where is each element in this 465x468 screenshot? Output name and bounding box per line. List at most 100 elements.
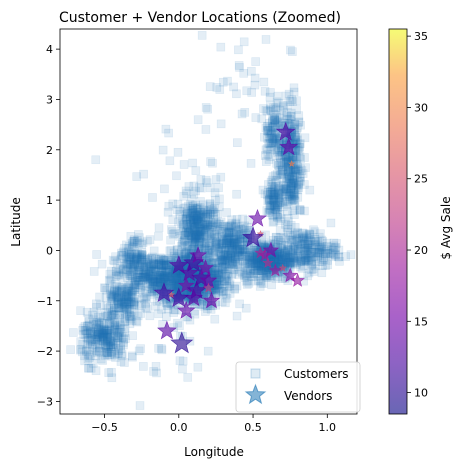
customer-point: [176, 271, 185, 280]
customer-point: [161, 255, 170, 265]
customer-point: [128, 331, 137, 341]
customer-point: [232, 311, 242, 321]
customer-point: [283, 247, 292, 256]
customer-point: [230, 254, 240, 264]
customer-point: [263, 122, 272, 131]
customer-point: [299, 229, 309, 238]
customer-point: [279, 185, 289, 194]
customer-point: [268, 195, 278, 205]
customer-point: [209, 252, 218, 262]
customer-point: [283, 152, 293, 162]
customer-point: [280, 248, 289, 258]
customer-point: [148, 271, 157, 281]
customer-point: [139, 293, 148, 303]
customer-point: [191, 215, 201, 224]
customer-point: [277, 252, 287, 261]
customer-point: [222, 231, 231, 240]
customer-point: [194, 222, 204, 231]
customer-point: [188, 208, 198, 217]
customer-point: [290, 210, 299, 220]
customer-point: [182, 213, 191, 223]
customer-point: [285, 192, 294, 201]
customer-point: [286, 178, 295, 188]
customer-point: [188, 205, 198, 215]
customer-point: [146, 267, 155, 277]
customer-point: [167, 278, 177, 288]
customer-point: [193, 229, 203, 239]
customer-point: [268, 134, 278, 143]
customer-point: [203, 104, 212, 114]
customer-point: [299, 234, 309, 244]
customer-point: [304, 235, 313, 245]
customer-point: [172, 205, 182, 215]
customer-point: [282, 257, 291, 266]
customer-point: [264, 180, 273, 189]
customer-point: [260, 86, 270, 96]
customer-point: [240, 229, 250, 238]
customer-point: [203, 246, 212, 255]
customer-point: [203, 220, 212, 229]
customer-point: [215, 194, 224, 204]
customer-point: [96, 332, 106, 342]
customer-point: [281, 256, 291, 266]
customer-point: [225, 231, 234, 241]
customer-point: [149, 262, 158, 272]
customer-point: [269, 103, 278, 112]
customer-point: [275, 105, 285, 115]
customer-point: [230, 238, 240, 248]
customer-point: [328, 245, 338, 255]
customer-point: [264, 196, 274, 205]
customer-point: [142, 294, 152, 304]
customer-point: [149, 246, 159, 256]
customer-point: [194, 234, 203, 244]
customer-point: [235, 63, 244, 72]
customer-point: [203, 209, 212, 219]
customer-point: [283, 214, 293, 223]
customer-point: [306, 236, 315, 246]
customer-point: [227, 254, 236, 263]
customer-point: [95, 347, 104, 356]
customer-point: [224, 233, 233, 242]
customer-point: [305, 240, 315, 250]
customer-point: [179, 237, 189, 247]
customer-point: [266, 187, 275, 197]
customer-point: [271, 105, 281, 115]
customer-point: [196, 233, 205, 243]
customer-point: [156, 278, 166, 288]
customer-point: [223, 253, 233, 262]
customer-point: [311, 248, 321, 258]
customer-point: [159, 273, 168, 283]
customer-point: [288, 232, 298, 242]
customer-point: [272, 253, 281, 263]
customer-point: [211, 240, 221, 250]
customer-point: [266, 152, 275, 162]
customer-point: [129, 280, 139, 290]
customer-point: [115, 328, 124, 337]
customer-point: [300, 206, 309, 216]
customer-point: [165, 246, 175, 256]
customer-point: [105, 276, 115, 286]
customer-point: [225, 243, 234, 253]
customer-point: [213, 271, 222, 280]
customer-point: [263, 150, 273, 159]
customer-point: [273, 235, 283, 245]
customer-point: [149, 260, 159, 270]
customer-point: [229, 238, 239, 248]
customer-point: [296, 164, 305, 174]
customer-point: [207, 222, 217, 231]
customer-point: [306, 233, 316, 242]
customer-point: [292, 246, 302, 256]
customer-point: [149, 277, 159, 286]
customer-point: [318, 253, 328, 262]
customer-point: [263, 126, 272, 135]
customer-point: [181, 231, 190, 240]
customer-point: [217, 242, 227, 252]
customer-point: [122, 260, 131, 269]
customer-point: [294, 183, 303, 193]
customer-point: [105, 284, 115, 294]
customer-point: [290, 130, 300, 140]
customer-point: [153, 274, 163, 284]
customer-point: [84, 317, 94, 326]
customer-point: [145, 271, 155, 281]
customer-point: [290, 201, 299, 211]
